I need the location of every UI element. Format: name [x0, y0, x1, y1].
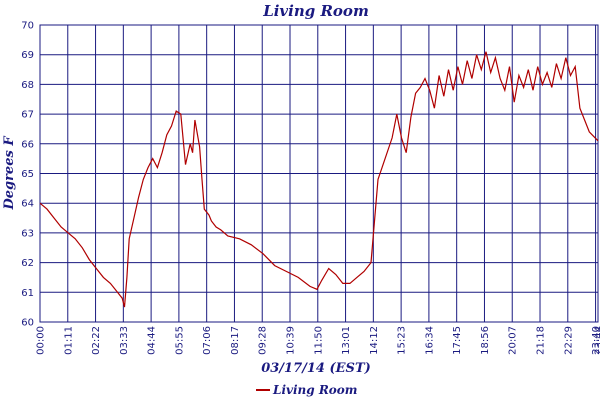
x-tick-label: 01:11 [63, 326, 74, 355]
y-tick-label: 64 [21, 199, 34, 210]
x-tick-label: 03:33 [119, 326, 130, 355]
x-tick-label: 23:44 [594, 326, 600, 355]
y-tick-label: 69 [21, 50, 34, 61]
x-tick-label: 16:34 [424, 326, 435, 355]
x-tick-label: 18:56 [480, 326, 491, 355]
x-tick-label: 09:28 [258, 326, 269, 355]
y-tick-label: 68 [21, 80, 34, 91]
legend: Living Room [256, 383, 358, 397]
x-tick-label: 17:45 [452, 326, 463, 355]
x-tick-label: 15:23 [397, 326, 408, 355]
x-tick-labels: 00:00 01:11 02:22 03:33 04:44 05:55 07:06 08:17… [36, 326, 600, 355]
x-tick-label: 05:55 [174, 326, 185, 355]
x-tick-label: 04:44 [147, 326, 158, 355]
y-tick-label: 65 [21, 169, 34, 180]
x-tick-label: 14:12 [369, 326, 380, 355]
x-tick-label: 10:39 [286, 326, 297, 355]
x-tick-label: 02:22 [91, 326, 102, 355]
legend-label-living-room: Living Room [272, 383, 358, 397]
y-tick-label: 61 [21, 288, 34, 299]
y-tick-labels: 60 61 62 63 64 65 66 67 68 69 70 [21, 21, 34, 329]
chart-title: Living Room [262, 2, 369, 20]
x-tick-label: 13:01 [341, 326, 352, 355]
y-axis-label: Degrees F [2, 136, 17, 211]
x-tick-label: 00:00 [36, 326, 47, 355]
y-tick-label: 67 [21, 110, 34, 121]
x-tick-label: 20:07 [508, 326, 519, 355]
x-tick-label: 07:06 [202, 326, 213, 355]
y-tick-label: 66 [21, 139, 34, 150]
y-tick-label: 63 [21, 228, 34, 239]
x-tick-label: 08:17 [230, 326, 241, 355]
x-tick-label: 11:50 [313, 326, 324, 355]
y-tick-label: 60 [21, 318, 34, 329]
y-tick-label: 70 [21, 21, 34, 32]
x-axis-label: 03/17/14 (EST) [261, 361, 371, 376]
x-tick-label: 21:18 [536, 326, 547, 355]
x-tick-label: 22:29 [563, 326, 574, 355]
x-tick-label: 23:40 [591, 326, 600, 355]
grid-lines [39, 24, 599, 323]
series-line-living-room [39, 51, 599, 308]
y-tick-label: 62 [21, 258, 34, 269]
